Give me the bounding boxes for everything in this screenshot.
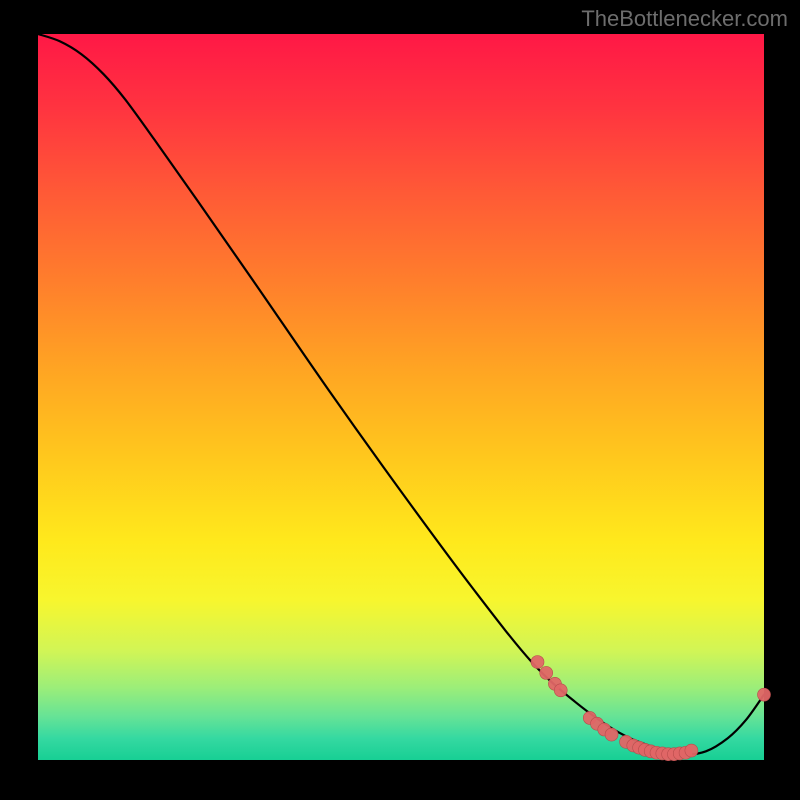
- data-marker: [758, 688, 771, 701]
- data-marker: [554, 684, 567, 697]
- watermark-label: TheBottlenecker.com: [581, 6, 788, 32]
- data-marker: [685, 744, 698, 757]
- chart-stage: TheBottlenecker.com: [0, 0, 800, 800]
- data-markers-group: [531, 655, 771, 760]
- data-marker: [605, 728, 618, 741]
- data-marker: [540, 666, 553, 679]
- bottleneck-curve: [38, 34, 764, 754]
- data-marker: [531, 655, 544, 668]
- chart-overlay-svg: [0, 0, 800, 800]
